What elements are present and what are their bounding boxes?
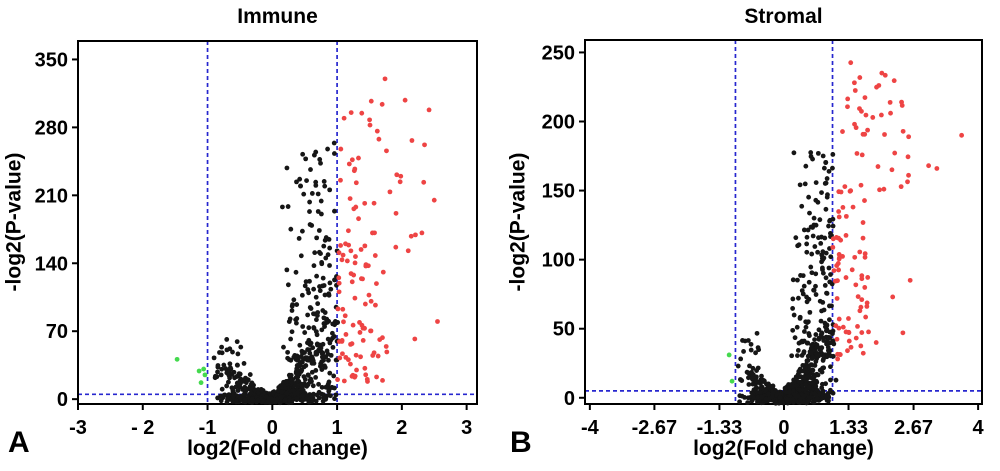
svg-text:- 2: - 2 [131,417,154,439]
x-axis-label: log2(Fold change) [693,437,874,460]
svg-text:1.33: 1.33 [829,417,868,439]
panel-title: Immune [237,5,318,28]
svg-text:0: 0 [267,417,278,439]
x-axis-label: log2(Fold change) [187,437,368,460]
svg-text:140: 140 [35,253,68,275]
svg-text:70: 70 [46,321,68,343]
svg-text:-1: -1 [199,417,217,439]
panel-corner-label: B [510,426,532,459]
svg-text:-4: -4 [581,417,600,439]
svg-text:-3: -3 [69,417,87,439]
svg-text:0: 0 [57,389,68,411]
svg-text:210: 210 [35,185,68,207]
panel-title: Stromal [744,5,823,28]
svg-text:100: 100 [542,250,575,272]
svg-text:50: 50 [553,319,575,341]
svg-text:150: 150 [542,181,575,203]
svg-text:250: 250 [542,42,575,64]
svg-text:280: 280 [35,117,68,139]
svg-text:4: 4 [973,417,985,439]
panel-immune: -3 - 2 -1 0 1 2 3 0 70 140 210 280 350 Immune -log2(… [2,5,478,460]
immune-volcano-plot: -3 - 2 -1 0 1 2 3 0 70 140 210 280 350 [35,40,478,439]
svg-text:0: 0 [778,417,789,439]
y-axis-label: -log2(P-value) [2,152,26,292]
svg-text:200: 200 [542,112,575,134]
panel-stromal: -4 -2.67 -1.33 0 1.33 2.67 4 0 50 100 150 200 250 St… [500,0,1000,471]
svg-text:-1.33: -1.33 [697,417,743,439]
stromal-volcano-plot: -4 -2.67 -1.33 0 1.33 2.67 4 0 50 100 150 200 250 [542,39,985,439]
svg-text:0: 0 [564,388,575,410]
svg-text:2: 2 [396,417,407,439]
svg-text:2.67: 2.67 [894,417,933,439]
panel-corner-label: A [8,426,30,459]
svg-text:350: 350 [35,49,68,71]
svg-text:-2.67: -2.67 [632,417,678,439]
y-axis-label: -log2(P-value) [506,152,530,292]
svg-text:1: 1 [332,417,343,439]
svg-text:3: 3 [461,417,472,439]
